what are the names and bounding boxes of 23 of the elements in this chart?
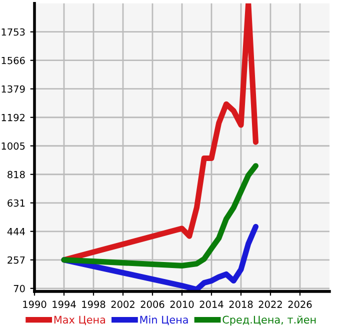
y-tick-label: 444 xyxy=(7,228,25,236)
y-tick-label: 631 xyxy=(8,199,25,207)
x-tick-label: 1990 xyxy=(23,300,46,308)
y-tick-label: 1379 xyxy=(2,85,25,93)
legend-label: Сред.Цена, т.йен xyxy=(222,316,316,326)
x-tick-label: 1994 xyxy=(52,300,76,308)
y-tick-label: 1005 xyxy=(2,142,25,150)
x-tick-label: 2022 xyxy=(258,300,282,308)
x-tick-label: 2010 xyxy=(170,300,194,308)
y-tick-label: 70 xyxy=(14,284,25,292)
legend-label: Min Цена xyxy=(140,316,188,326)
x-tick-label: 2014 xyxy=(200,300,224,308)
y-tick-label: 1566 xyxy=(2,56,25,64)
y-tick-label: 257 xyxy=(8,256,25,264)
y-tick-label: 1192 xyxy=(2,114,24,122)
x-tick-label: 2006 xyxy=(140,300,164,308)
y-tick-label: 818 xyxy=(8,170,25,178)
x-tick-label: 2002 xyxy=(111,300,134,308)
x-tick-label: 1998 xyxy=(82,300,106,308)
x-tick-label: 2018 xyxy=(229,300,253,308)
x-tick-label: 2026 xyxy=(288,300,312,308)
y-tick-label: 1753 xyxy=(2,28,25,36)
legend-label: Max Цена xyxy=(54,316,106,326)
